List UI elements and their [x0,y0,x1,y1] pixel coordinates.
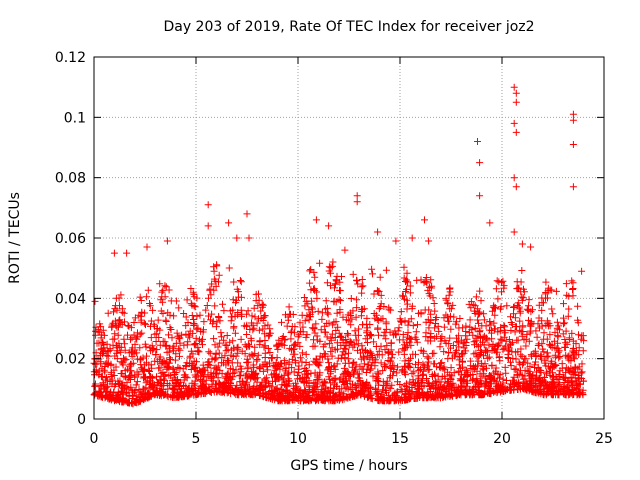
x-axis-label: GPS time / hours [290,458,407,474]
y-tick-label: 0.06 [55,231,86,247]
y-tick-label: 0.02 [55,352,86,368]
y-tick-label: 0.1 [64,110,86,126]
x-tick-label: 20 [493,431,511,447]
x-tick-label: 10 [289,431,307,447]
y-tick-labels: 0 0.02 0.04 0.06 0.08 0.1 0.12 [55,50,86,428]
x-tick-label: 0 [90,431,99,447]
y-axis-label: ROTI / TECUs [7,192,23,284]
roti-points [90,83,588,408]
y-tick-label: 0.12 [55,50,86,66]
x-tick-label: 25 [595,431,613,447]
axis-ticks [93,56,605,420]
x-tick-label: 15 [391,431,409,447]
y-tick-label: 0.08 [55,171,86,187]
chart-title: Day 203 of 2019, Rate Of TEC Index for r… [163,19,534,35]
data-points [90,83,588,408]
x-tick-labels: 0 5 10 15 20 25 [90,431,613,447]
x-tick-label: 5 [192,431,201,447]
y-tick-label: 0 [77,412,86,428]
y-tick-label: 0.04 [55,291,86,307]
